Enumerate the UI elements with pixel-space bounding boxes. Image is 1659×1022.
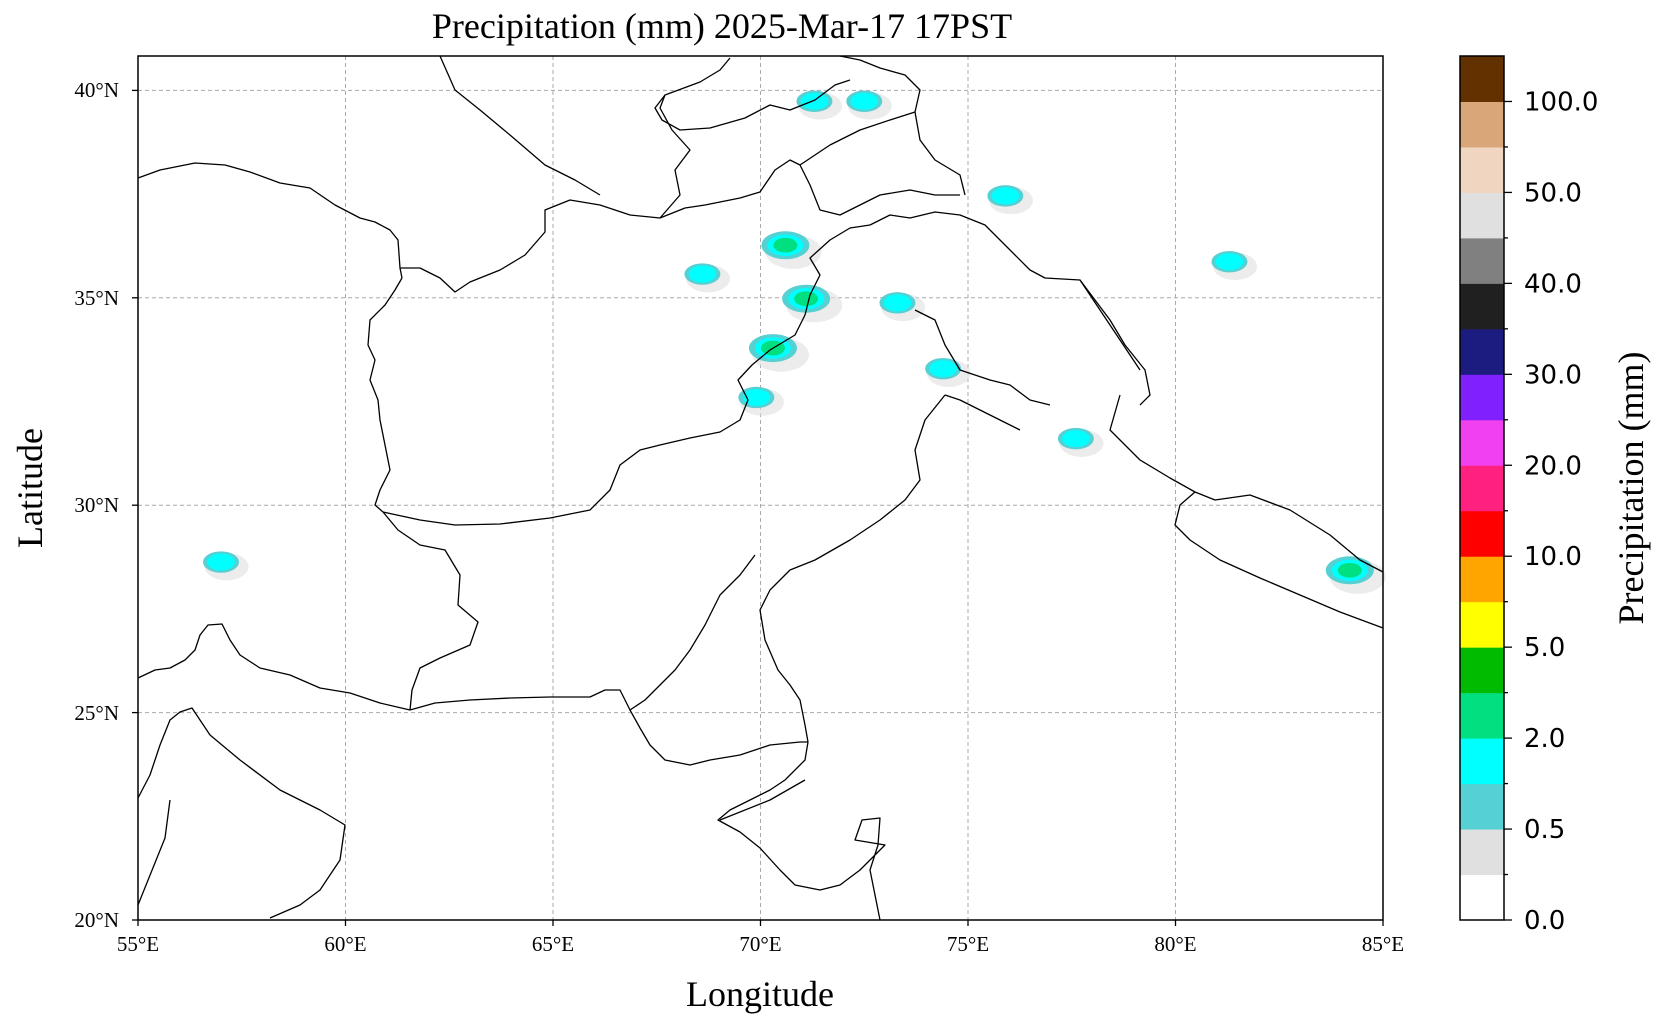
colorbar-swatches: [1460, 56, 1504, 921]
precip-cell-10-level-2: [742, 389, 771, 406]
colorbar: 0.0 0.5 2.0 5.0 10.0 20.0 30.0 40.0 50.0 100.0 Pr…: [1459, 55, 1651, 936]
colorbar-swatch-4: [1460, 692, 1504, 739]
colorbar-swatch-0: [1460, 874, 1504, 921]
colorbar-swatch-3: [1460, 738, 1504, 785]
border-oman-interior: [137, 799, 171, 906]
colorbar-tick-label: 20.0: [1524, 451, 1582, 481]
colorbar-swatch-18: [1460, 56, 1504, 102]
gridlines: [138, 56, 1383, 920]
border-iran-pakistan: [382, 511, 479, 711]
coast-oman: [137, 707, 346, 919]
border-afghan-pakistan: [382, 224, 871, 526]
y-tick-label: 35°N: [74, 286, 119, 310]
precip-cell-11-level-2: [1062, 430, 1090, 448]
colorbar-swatch-13: [1460, 283, 1504, 330]
border-indian-punjab: [944, 394, 1021, 431]
colorbar-swatch-8: [1460, 510, 1504, 557]
border-pakistan-india: [759, 394, 946, 743]
colorbar-swatch-16: [1460, 146, 1504, 193]
precip-cell-2-level-3: [794, 291, 819, 307]
border-turkmen-uzbek: [439, 55, 601, 196]
colorbar-tick-label: 0.5: [1524, 815, 1565, 845]
precip-cell-12-level-2: [1215, 253, 1244, 271]
border-pakistan-kashmir: [869, 211, 1151, 406]
colorbar-swatch-12: [1460, 328, 1504, 375]
precip-cell-7-level-2: [688, 265, 717, 283]
coast-iran-south: [137, 623, 411, 711]
colorbar-tick-label: 5.0: [1524, 633, 1565, 663]
colorbar-swatch-15: [1460, 192, 1504, 239]
axis-tick-marks: [132, 89, 1384, 926]
precip-cell-6-level-2: [883, 294, 912, 312]
border-pak-india-south: [629, 554, 756, 711]
border-iran-afghanistan: [367, 277, 403, 513]
border-china-tajik: [914, 111, 966, 196]
colorbar-frame: [1459, 55, 1505, 921]
coast-india-gujarat: [719, 779, 806, 821]
colorbar-tick-label: 30.0: [1524, 360, 1582, 390]
colorbar-ticks: 0.0 0.5 2.0 5.0 10.0 20.0 30.0 40.0 50.0 100.0: [1504, 87, 1598, 936]
border-kyrgyz-china: [799, 55, 921, 166]
y-tick-label: 20°N: [74, 908, 119, 932]
x-tick-label: 55°E: [117, 932, 159, 956]
colorbar-swatch-6: [1460, 601, 1504, 648]
x-tick-label: 75°E: [947, 932, 989, 956]
y-axis-label: Latitude: [10, 428, 50, 548]
precip-cell-1-level-3: [773, 237, 798, 253]
precip-cell-8-level-2: [207, 553, 235, 571]
colorbar-tick-label: 40.0: [1524, 269, 1582, 299]
colorbar-swatch-14: [1460, 237, 1504, 284]
border-afghanistan-north: [400, 159, 960, 293]
colorbar-label: Precipitation (mm): [1611, 352, 1651, 625]
border-kashmir-loc: [914, 309, 1051, 406]
colorbar-tick-label: 2.0: [1524, 724, 1565, 754]
y-tick-label: 30°N: [74, 493, 119, 517]
colorbar-tick-label: 10.0: [1524, 542, 1582, 572]
border-nepal: [1174, 491, 1384, 629]
precip-cell-5-level-2: [929, 360, 957, 378]
y-tick-label: 40°N: [74, 78, 119, 102]
colorbar-swatch-10: [1460, 419, 1504, 466]
colorbar-swatch-7: [1460, 556, 1504, 603]
x-tick-labels: 55°E 60°E 65°E 70°E 75°E 80°E 85°E: [117, 932, 1404, 956]
x-axis-label: Longitude: [686, 974, 834, 1014]
x-tick-label: 70°E: [739, 932, 781, 956]
precip-cell-3-level-2: [850, 92, 879, 110]
y-tick-labels: 20°N 25°N 30°N 35°N 40°N: [74, 78, 119, 932]
colorbar-swatch-11: [1460, 374, 1504, 421]
colorbar-swatch-2: [1460, 783, 1504, 830]
colorbar-swatch-1: [1460, 829, 1504, 876]
map-panel: [137, 55, 1386, 921]
figure-title: Precipitation (mm) 2025-Mar-17 17PST: [432, 6, 1012, 46]
precip-cell-9-level-2: [991, 187, 1020, 205]
y-tick-label: 25°N: [74, 701, 119, 725]
coastline-and-borders: [137, 55, 1384, 921]
x-tick-label: 80°E: [1154, 932, 1196, 956]
coast-pakistan: [409, 689, 808, 766]
colorbar-swatch-5: [1460, 647, 1504, 694]
colorbar-tick-label: 100.0: [1524, 87, 1598, 117]
colorbar-swatch-9: [1460, 465, 1504, 512]
border-north-iran-turkmenistan: [137, 162, 403, 279]
border-uzbek-tajik: [654, 79, 851, 131]
precipitation-layer: [203, 90, 1386, 594]
colorbar-tick-label: 0.0: [1524, 906, 1565, 936]
border-tajik-kyrgyz: [659, 57, 731, 219]
coast-india-west: [717, 741, 886, 921]
border-china-india: [1079, 279, 1384, 573]
colorbar-tick-label: 50.0: [1524, 178, 1582, 208]
colorbar-swatch-17: [1460, 101, 1504, 148]
x-tick-label: 65°E: [532, 932, 574, 956]
x-tick-label: 85°E: [1362, 932, 1404, 956]
x-tick-label: 60°E: [324, 932, 366, 956]
precip-cell-13-level-2: [800, 92, 829, 110]
precip-cell-4-level-3: [1337, 562, 1362, 578]
